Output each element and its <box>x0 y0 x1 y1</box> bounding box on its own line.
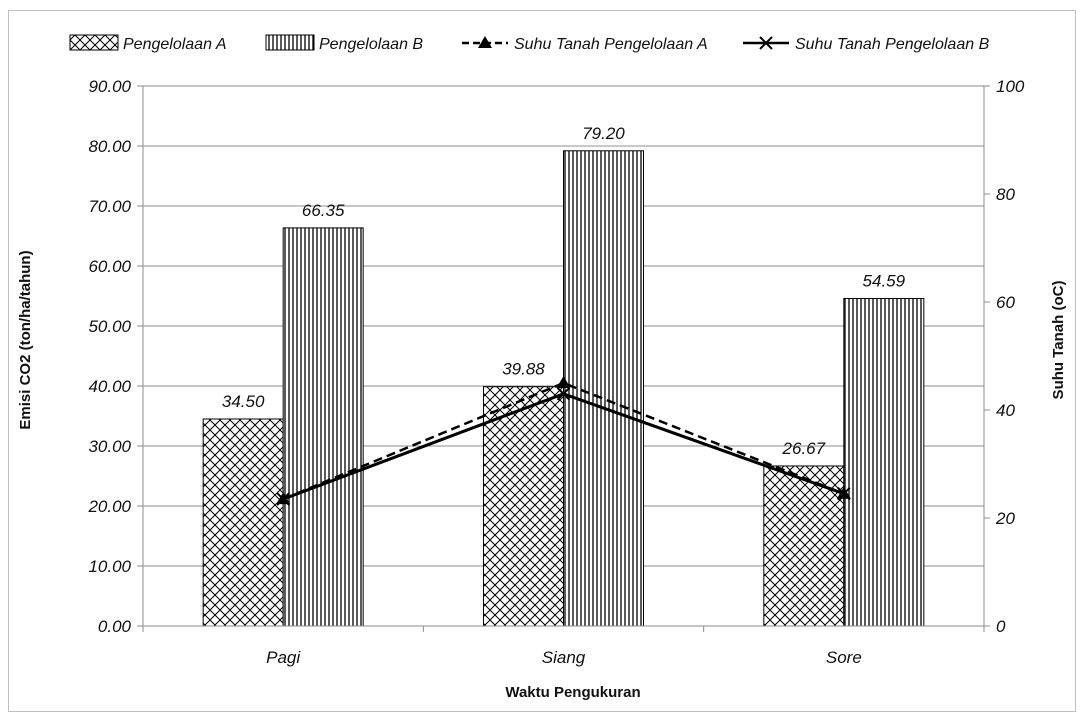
legend: Pengelolaan A Pengelolaan B Suhu Tanah Pen… <box>69 34 990 53</box>
legend-swatch <box>265 34 315 51</box>
series-line <box>282 381 845 501</box>
y2-tick-label: 100 <box>996 77 1025 96</box>
bar <box>483 386 564 627</box>
data-label: 79.20 <box>582 124 625 143</box>
x-axis-tick-labels: Pagi Siang Sore <box>266 648 862 667</box>
line-marker <box>556 376 571 388</box>
y-axis-title: Emisi CO2 (ton/ha/tahun) <box>17 250 34 429</box>
bar <box>282 227 364 627</box>
legend-swatch <box>69 34 119 51</box>
y-tick-label: 70.00 <box>88 197 131 216</box>
data-label: 34.50 <box>222 392 265 411</box>
y2-tick-label: 60 <box>996 293 1015 312</box>
legend-label: Suhu Tanah Pengelolaan B <box>795 36 990 53</box>
legend-marker <box>478 36 492 48</box>
y-tick-label: 40.00 <box>88 377 131 396</box>
line-marker <box>837 486 851 501</box>
y-tick-label: 50.00 <box>88 317 131 336</box>
series-lines <box>276 376 851 506</box>
bar <box>843 297 925 627</box>
x-tick-label: Pagi <box>266 648 301 667</box>
x-axis-title: Waktu Pengukuran <box>505 684 640 701</box>
legend-label: Pengelolaan B <box>319 36 423 53</box>
y-tick-label: 30.00 <box>88 437 131 456</box>
y2-axis-tick-labels: 0 20 40 60 80 100 <box>995 77 1025 636</box>
y-axis-tick-labels: 0.00 10.00 20.00 30.00 40.00 50.00 60.00 70.00 8… <box>87 77 131 636</box>
data-labels: 34.50 39.88 26.67 66.35 79.20 54.59 <box>222 124 906 458</box>
y2-tick-label: 0 <box>996 617 1006 636</box>
legend-marker <box>759 36 773 50</box>
data-label: 39.88 <box>502 360 545 379</box>
y2-tick-label: 80 <box>996 185 1015 204</box>
bar <box>202 418 284 627</box>
y2-axis-title: Suhu Tanah (oC) <box>1050 281 1067 400</box>
y-tick-label: 10.00 <box>88 557 131 576</box>
x-tick-label: Siang <box>542 648 586 667</box>
legend-label: Suhu Tanah Pengelolaan A <box>514 36 708 53</box>
y2-tick-label: 40 <box>996 401 1015 420</box>
y2-tick-label: 20 <box>995 509 1015 528</box>
line-marker <box>276 492 290 506</box>
y-tick-label: 20.00 <box>87 497 131 516</box>
bars <box>202 150 925 627</box>
axes <box>137 85 990 632</box>
y-tick-label: 90.00 <box>88 77 131 96</box>
x-tick-label: Sore <box>826 648 862 667</box>
data-label: 26.67 <box>782 439 826 458</box>
y-tick-label: 60.00 <box>88 257 131 276</box>
y-tick-label: 80.00 <box>88 137 131 156</box>
y-tick-label: 0.00 <box>98 617 132 636</box>
line-marker <box>556 387 571 401</box>
legend-label: Pengelolaan A <box>123 36 227 53</box>
data-label: 66.35 <box>302 201 345 220</box>
data-label: 54.59 <box>863 271 906 290</box>
